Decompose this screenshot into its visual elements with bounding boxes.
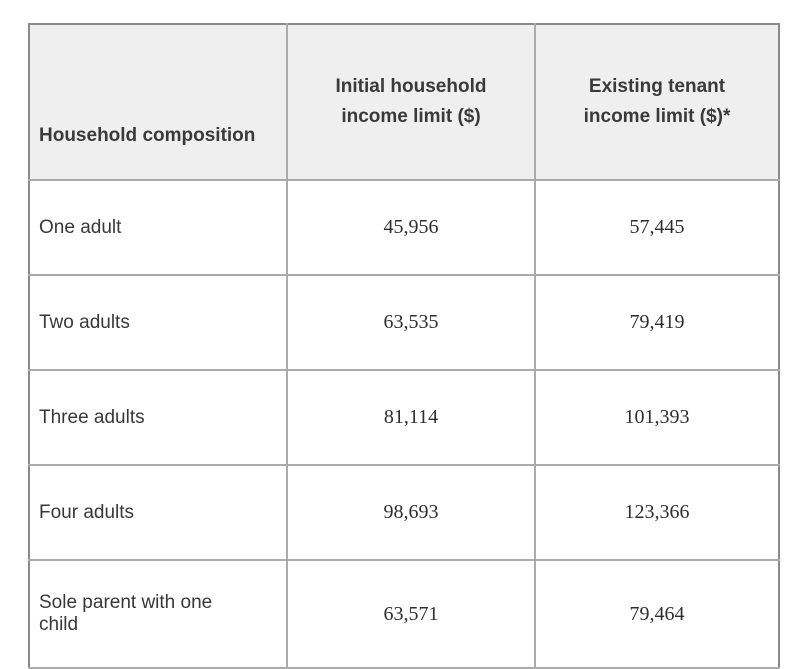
column-header-existing-tenant-income-limit: Existing tenant income limit ($)* — [534, 23, 780, 181]
existing-tenant-income-limit-value: 123,366 — [534, 464, 780, 561]
initial-income-limit-value: 98,693 — [286, 464, 536, 561]
row-label: Two adults — [28, 274, 288, 371]
column-header-initial-income-limit: Initial household income limit ($) — [286, 23, 536, 181]
income-limits-table-container: Household composition Initial household … — [28, 23, 780, 669]
initial-income-limit-value: 63,535 — [286, 274, 536, 371]
table-row-four-adults: Four adults 98,693 123,366 — [28, 464, 780, 561]
initial-income-limit-value: 81,114 — [286, 369, 536, 466]
table-row-one-adult: One adult 45,956 57,445 — [28, 179, 780, 276]
table-row-sole-parent-one-child: Sole parent with one child 63,571 79,464 — [28, 559, 780, 669]
column-header-household-composition: Household composition — [28, 23, 288, 181]
table-header-row: Household composition Initial household … — [28, 23, 780, 181]
row-label: Sole parent with one child — [28, 559, 288, 669]
income-limits-table: Household composition Initial household … — [28, 23, 780, 669]
row-label: Four adults — [28, 464, 288, 561]
initial-income-limit-value: 63,571 — [286, 559, 536, 669]
existing-tenant-income-limit-value: 79,464 — [534, 559, 780, 669]
row-label: Three adults — [28, 369, 288, 466]
initial-income-limit-value: 45,956 — [286, 179, 536, 276]
existing-tenant-income-limit-value: 101,393 — [534, 369, 780, 466]
table-row-two-adults: Two adults 63,535 79,419 — [28, 274, 780, 371]
row-label: One adult — [28, 179, 288, 276]
existing-tenant-income-limit-value: 79,419 — [534, 274, 780, 371]
existing-tenant-income-limit-value: 57,445 — [534, 179, 780, 276]
table-row-three-adults: Three adults 81,114 101,393 — [28, 369, 780, 466]
